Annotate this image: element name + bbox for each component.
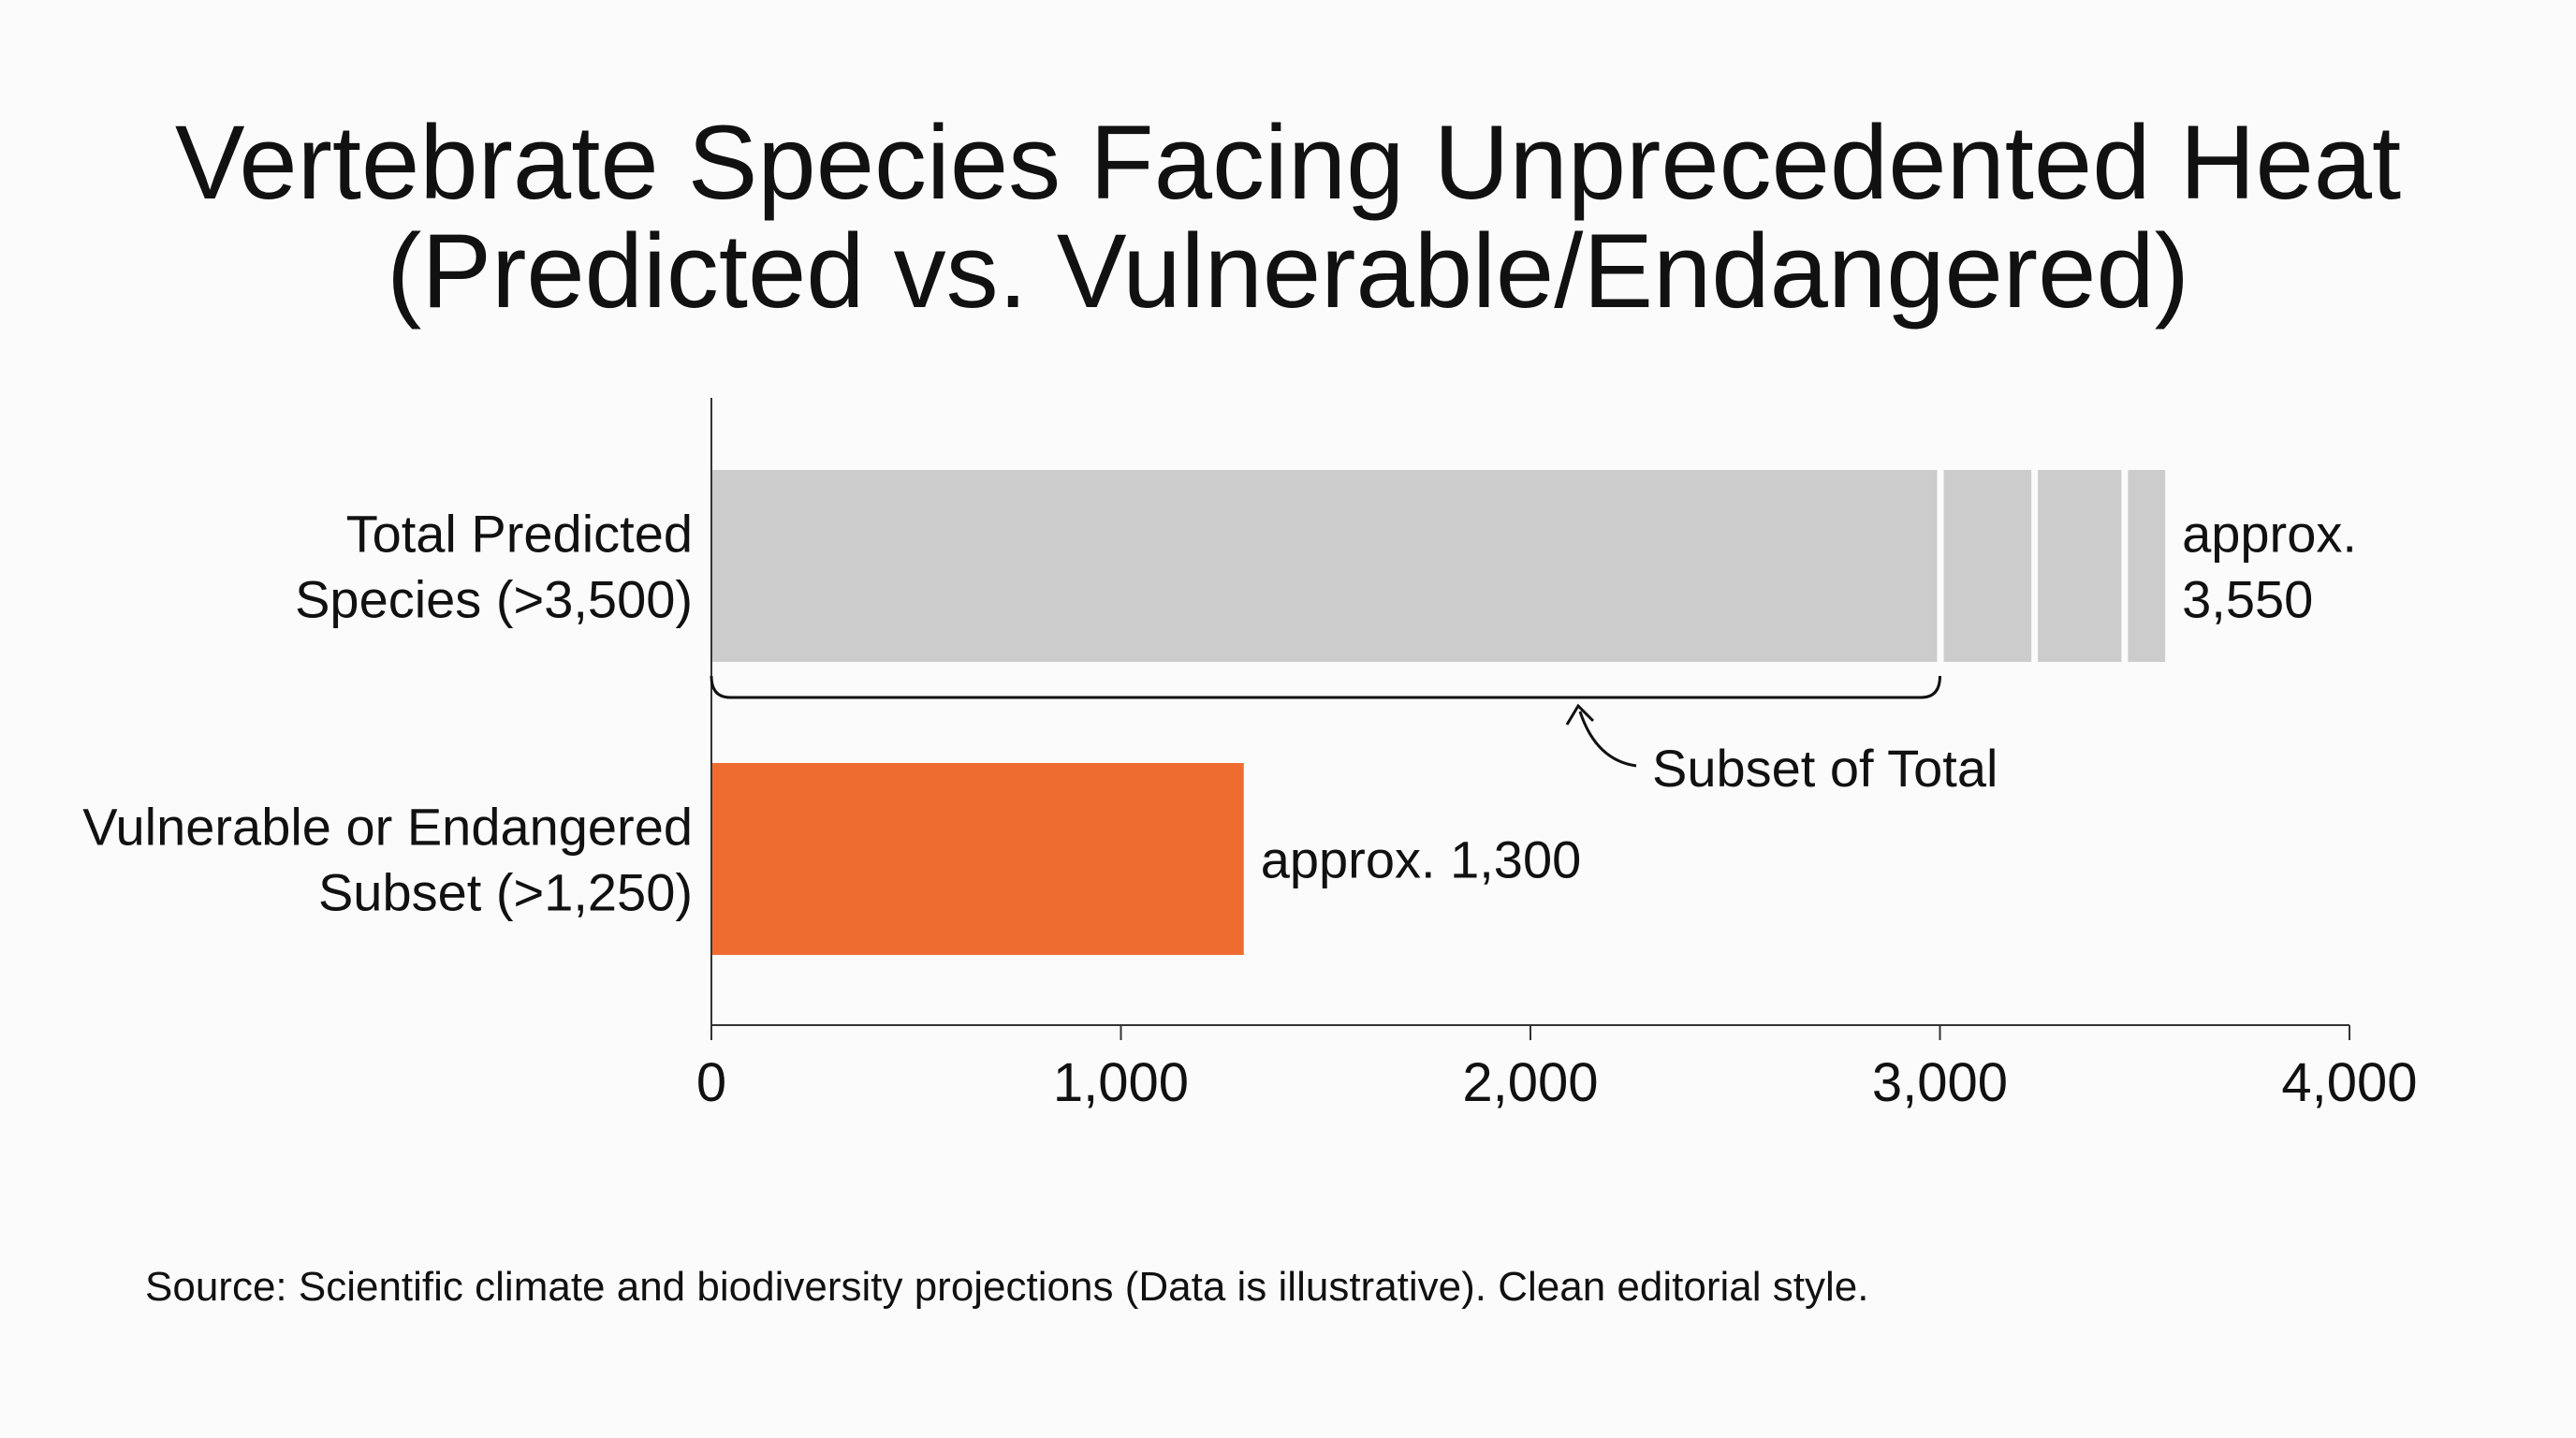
category-labels: Total Predicted Species (>3,500) Vulnerabl… xyxy=(82,505,693,922)
chart-title-line: Vertebrate Species Facing Unprecedented … xyxy=(175,104,2401,221)
category-label-1: Subset (>1,250) xyxy=(318,863,693,922)
subset-bracket xyxy=(710,675,1941,699)
category-label-0: Species (>3,500) xyxy=(295,570,693,629)
category-label-1: Vulnerable or Endangered xyxy=(82,798,693,857)
x-tick-label-3: 3,000 xyxy=(1872,1052,2008,1113)
data-label-0: approx. xyxy=(2182,505,2357,564)
category-label-0: Total Predicted xyxy=(346,505,693,564)
data-labels: approx. 3,550 approx. 1,300 xyxy=(1261,505,2357,889)
x-tick-label-4: 4,000 xyxy=(2281,1052,2417,1113)
annotation-label: Subset of Total xyxy=(1652,739,1998,798)
bar-1 xyxy=(711,763,1244,955)
chart-title-line: (Predicted vs. Vulnerable/Endangered) xyxy=(387,213,2189,330)
source-note: Source: Scientific climate and biodivers… xyxy=(145,1264,1869,1310)
bar-segment-gap-0 xyxy=(1937,470,1944,662)
x-tick-label-2: 2,000 xyxy=(1462,1052,1598,1113)
axes: 0 1,000 2,000 3,000 4,000 xyxy=(696,398,2418,1113)
chart-title: Vertebrate Species Facing Unprecedented … xyxy=(175,104,2401,330)
data-label-1: approx. 1,300 xyxy=(1261,830,1581,889)
annotation-arrow-head xyxy=(1565,703,1595,726)
annotation-arrow-line xyxy=(1578,711,1637,768)
data-label-0: 3,550 xyxy=(2182,570,2313,629)
x-tick-label-1: 1,000 xyxy=(1053,1052,1189,1113)
bar-segment-gap-1 xyxy=(2031,470,2039,662)
x-tick-label-0: 0 xyxy=(696,1052,726,1113)
bars xyxy=(711,470,2166,955)
bar-segment-gap-2 xyxy=(2121,470,2129,662)
bar-0 xyxy=(711,470,2166,662)
subset-annotation: Subset of Total xyxy=(710,675,1998,798)
